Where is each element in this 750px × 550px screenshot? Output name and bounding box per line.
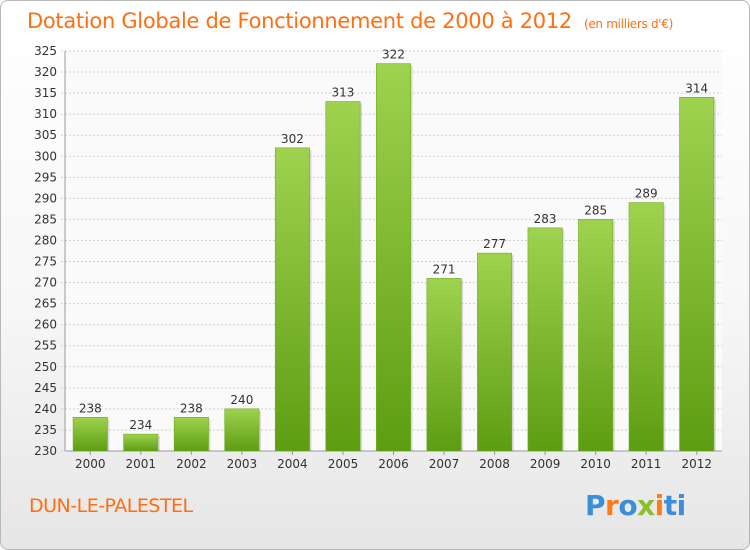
y-tick-label: 240	[34, 402, 57, 416]
x-tick-label: 2011	[631, 457, 662, 471]
x-tick-label: 2000	[75, 457, 106, 471]
y-tick-label: 280	[34, 233, 57, 247]
bar-value-label: 277	[483, 237, 506, 251]
y-tick-label: 230	[34, 444, 57, 458]
y-tick-label: 300	[34, 149, 57, 163]
x-tick-label: 2006	[378, 457, 409, 471]
bar	[123, 433, 159, 452]
chart-unit-note: (en milliers d'€)	[583, 17, 673, 31]
bar	[274, 147, 310, 452]
bar-value-label: 238	[79, 401, 102, 415]
y-tick-label: 275	[34, 255, 57, 269]
bar-value-label: 313	[332, 86, 355, 100]
logo-letter: x	[637, 489, 655, 522]
bar-value-label: 322	[382, 48, 405, 62]
x-tick-label: 2003	[227, 457, 258, 471]
y-tick-label: 325	[34, 44, 57, 58]
bar-value-label: 238	[180, 401, 203, 415]
proxiti-logo[interactable]: Proxiti	[585, 489, 686, 522]
bar	[527, 227, 563, 452]
y-tick-label: 255	[34, 339, 57, 353]
bar	[679, 97, 715, 452]
x-tick-label: 2008	[479, 457, 510, 471]
logo-letter: i	[676, 489, 687, 522]
y-tick-label: 265	[34, 297, 57, 311]
logo-letter: t	[663, 489, 677, 522]
chart-title: Dotation Globale de Fonctionnement de 20…	[27, 9, 673, 33]
bar	[224, 408, 260, 452]
chart-title-text: Dotation Globale de Fonctionnement de 20…	[27, 9, 572, 33]
y-tick-label: 305	[34, 128, 57, 142]
x-tick-label: 2004	[277, 457, 308, 471]
logo-letter: o	[618, 489, 638, 522]
y-tick-label: 290	[34, 191, 57, 205]
bar	[578, 219, 614, 452]
bar	[173, 417, 209, 452]
x-tick-label: 2007	[429, 457, 460, 471]
y-tick-label: 320	[34, 65, 57, 79]
y-tick-label: 260	[34, 318, 57, 332]
y-tick-label: 315	[34, 86, 57, 100]
logo-letter: P	[585, 489, 606, 522]
x-tick-label: 2010	[580, 457, 611, 471]
bar-value-label: 234	[129, 418, 152, 432]
y-tick-label: 235	[34, 423, 57, 437]
x-tick-label: 2002	[176, 457, 207, 471]
bar-value-label: 283	[534, 212, 557, 226]
bar	[72, 417, 108, 452]
commune-name: DUN-LE-PALESTEL	[29, 495, 193, 517]
bar	[426, 278, 462, 452]
y-tick-label: 245	[34, 381, 57, 395]
bar-value-label: 271	[433, 262, 456, 276]
x-tick-label: 2012	[681, 457, 712, 471]
bar-value-label: 302	[281, 132, 304, 146]
logo-letter: r	[605, 489, 619, 522]
logo-letter: i	[654, 489, 665, 522]
bar-value-label: 314	[685, 81, 708, 95]
y-tick-label: 310	[34, 107, 57, 121]
y-tick-label: 295	[34, 170, 57, 184]
y-tick-label: 270	[34, 276, 57, 290]
x-tick-label: 2001	[126, 457, 157, 471]
bar-value-label: 289	[635, 187, 658, 201]
bar	[628, 202, 664, 452]
x-tick-label: 2005	[328, 457, 359, 471]
bar	[477, 252, 513, 452]
bar-value-label: 285	[584, 203, 607, 217]
bar	[325, 101, 361, 452]
x-tick-label: 2009	[530, 457, 561, 471]
bar-value-label: 240	[230, 393, 253, 407]
y-tick-label: 250	[34, 360, 57, 374]
bar	[376, 63, 411, 452]
y-tick-label: 285	[34, 212, 57, 226]
